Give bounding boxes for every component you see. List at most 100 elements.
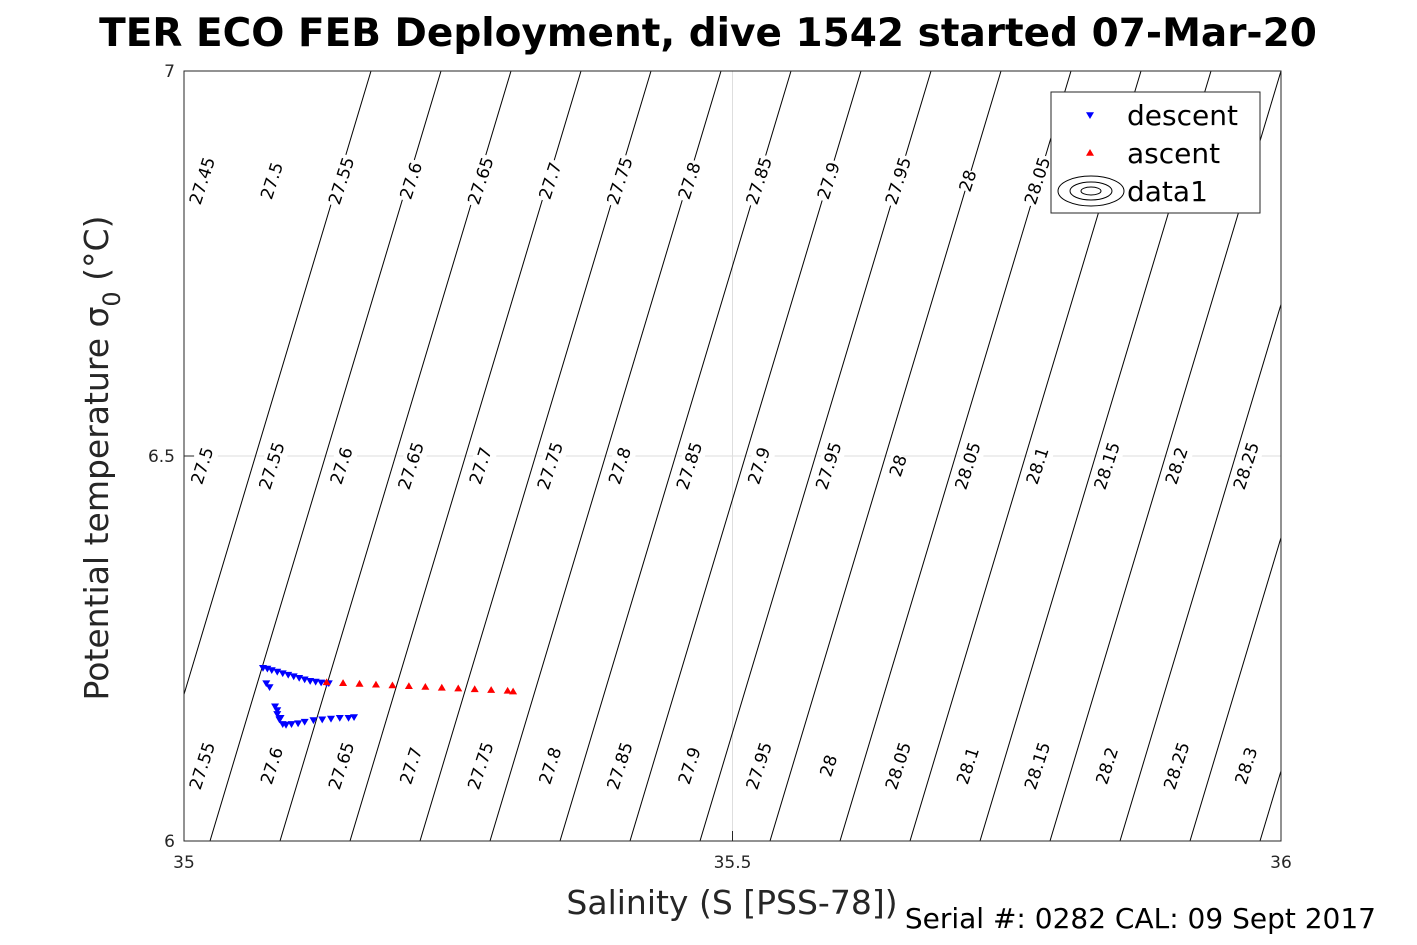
contour-label-gap xyxy=(184,152,222,210)
serial-calibration-note: Serial #: 0282 CAL: 09 Sept 2017 xyxy=(905,902,1376,935)
descent-point xyxy=(265,684,274,691)
descent-point xyxy=(350,714,359,722)
ascent-point xyxy=(421,683,430,690)
density-contour-line xyxy=(1259,770,1282,842)
x-tick-label: 36 xyxy=(1270,853,1292,873)
contour-label-gap xyxy=(532,437,570,495)
contour-label-gap xyxy=(951,742,986,790)
ascent-point xyxy=(454,684,463,692)
ascent-point xyxy=(339,679,348,686)
contour-label-gap xyxy=(954,167,983,195)
legend-ascent-marker xyxy=(1086,149,1094,156)
ascent-point xyxy=(503,686,512,694)
contour-label-gap xyxy=(810,437,848,495)
contour-label-gap xyxy=(602,737,640,795)
descent-point xyxy=(317,679,326,687)
contour-label-gap xyxy=(323,737,361,795)
descent-point xyxy=(273,707,282,715)
descent-point xyxy=(306,678,315,685)
ascent-point xyxy=(388,681,397,689)
contour-label-gap xyxy=(1019,737,1057,795)
density-contour-line xyxy=(769,70,1002,842)
contour-label-gap xyxy=(1089,437,1127,495)
contour-label-gap xyxy=(1021,442,1056,490)
contour-label-gap xyxy=(603,442,638,490)
descent-point xyxy=(326,715,335,723)
y-axis-label-unit: (°C) xyxy=(77,216,116,292)
ascent-point xyxy=(404,682,413,690)
contour-label-gap xyxy=(885,452,913,480)
x-axis-label: Salinity (S [PSS-78]) xyxy=(566,883,897,922)
contour-label-gap xyxy=(255,742,290,790)
contour-label-gap xyxy=(186,442,220,490)
contour-label-gap xyxy=(534,157,568,205)
ascent-point xyxy=(509,687,518,695)
y-tick-label: 6 xyxy=(164,832,175,852)
contour-label-gap xyxy=(812,157,847,205)
legend-descent-label: descent xyxy=(1127,99,1238,132)
contour-label-gap xyxy=(1090,742,1125,790)
y-axis-label-main: Potential temperature σ xyxy=(77,307,116,701)
contour-label-gap xyxy=(1158,737,1196,795)
series-ascent xyxy=(322,678,518,695)
descent-point xyxy=(318,716,327,724)
contour-label-gap xyxy=(325,442,360,490)
x-tick-label: 35 xyxy=(173,853,195,873)
contour-label-gap xyxy=(602,152,640,210)
descent-point xyxy=(311,678,320,686)
contour-label-gap xyxy=(950,437,988,495)
series-descent xyxy=(258,664,359,729)
data-series xyxy=(258,664,518,729)
legend-ascent-label: ascent xyxy=(1127,137,1220,170)
contour-label-gap xyxy=(880,152,918,210)
contour-label-gap xyxy=(1019,152,1057,210)
contour-label-gap xyxy=(462,737,500,795)
grid-lines xyxy=(184,71,1281,841)
contour-label-gap xyxy=(394,742,429,790)
contour-label-gap xyxy=(462,152,500,210)
contour-label-gap xyxy=(742,442,777,490)
ascent-point xyxy=(470,685,479,693)
contour-label-gap xyxy=(673,157,708,205)
svg-text:Potential temperature σ0 (°C): Potential temperature σ0 (°C) xyxy=(77,216,126,701)
contour-label-gap xyxy=(323,152,361,210)
descent-point xyxy=(262,680,271,688)
contour-label-gap xyxy=(741,737,779,795)
ascent-point xyxy=(322,678,331,686)
chart-title: TER ECO FEB Deployment, dive 1542 starte… xyxy=(99,11,1317,56)
legend-descent-triangle xyxy=(1086,112,1094,119)
contour-label-gap xyxy=(255,157,290,205)
y-axis-label: Potential temperature σ0 (°C) xyxy=(77,216,126,701)
contour-label-gap xyxy=(1160,442,1195,490)
contour-label-gap xyxy=(671,437,709,495)
descent-point xyxy=(287,721,296,728)
y-tick-label: 7 xyxy=(164,62,175,82)
contour-label-gap xyxy=(1228,437,1266,495)
legend: descent ascent data1 xyxy=(1050,91,1261,214)
contour-label-gap xyxy=(394,157,429,205)
contour-label-gap xyxy=(880,737,918,795)
contour-label-gap xyxy=(673,742,708,790)
legend-box xyxy=(1050,91,1261,214)
legend-data1-label: data1 xyxy=(1127,175,1208,208)
x-tick-label: 35.5 xyxy=(714,853,752,873)
contour-label-gap xyxy=(393,437,431,495)
descent-point xyxy=(335,715,344,722)
contour-label-gap xyxy=(815,752,844,780)
descent-point xyxy=(276,715,285,722)
contour-label-gap xyxy=(1230,742,1264,790)
descent-point xyxy=(309,717,318,725)
axis-ticks: 35 35.5 36 6 6.5 7 xyxy=(148,62,1292,873)
descent-point xyxy=(271,703,280,711)
contour-label-gap xyxy=(184,737,222,795)
contour-label-gap xyxy=(534,742,568,790)
y-tick-label: 6.5 xyxy=(148,447,175,467)
descent-point xyxy=(300,718,309,726)
descent-point xyxy=(273,711,282,718)
y-axis-label-subscript: 0 xyxy=(98,291,126,306)
ascent-point xyxy=(437,683,446,691)
contour-label-gap xyxy=(741,152,779,210)
ascent-point xyxy=(371,680,380,688)
descent-point xyxy=(282,721,291,729)
